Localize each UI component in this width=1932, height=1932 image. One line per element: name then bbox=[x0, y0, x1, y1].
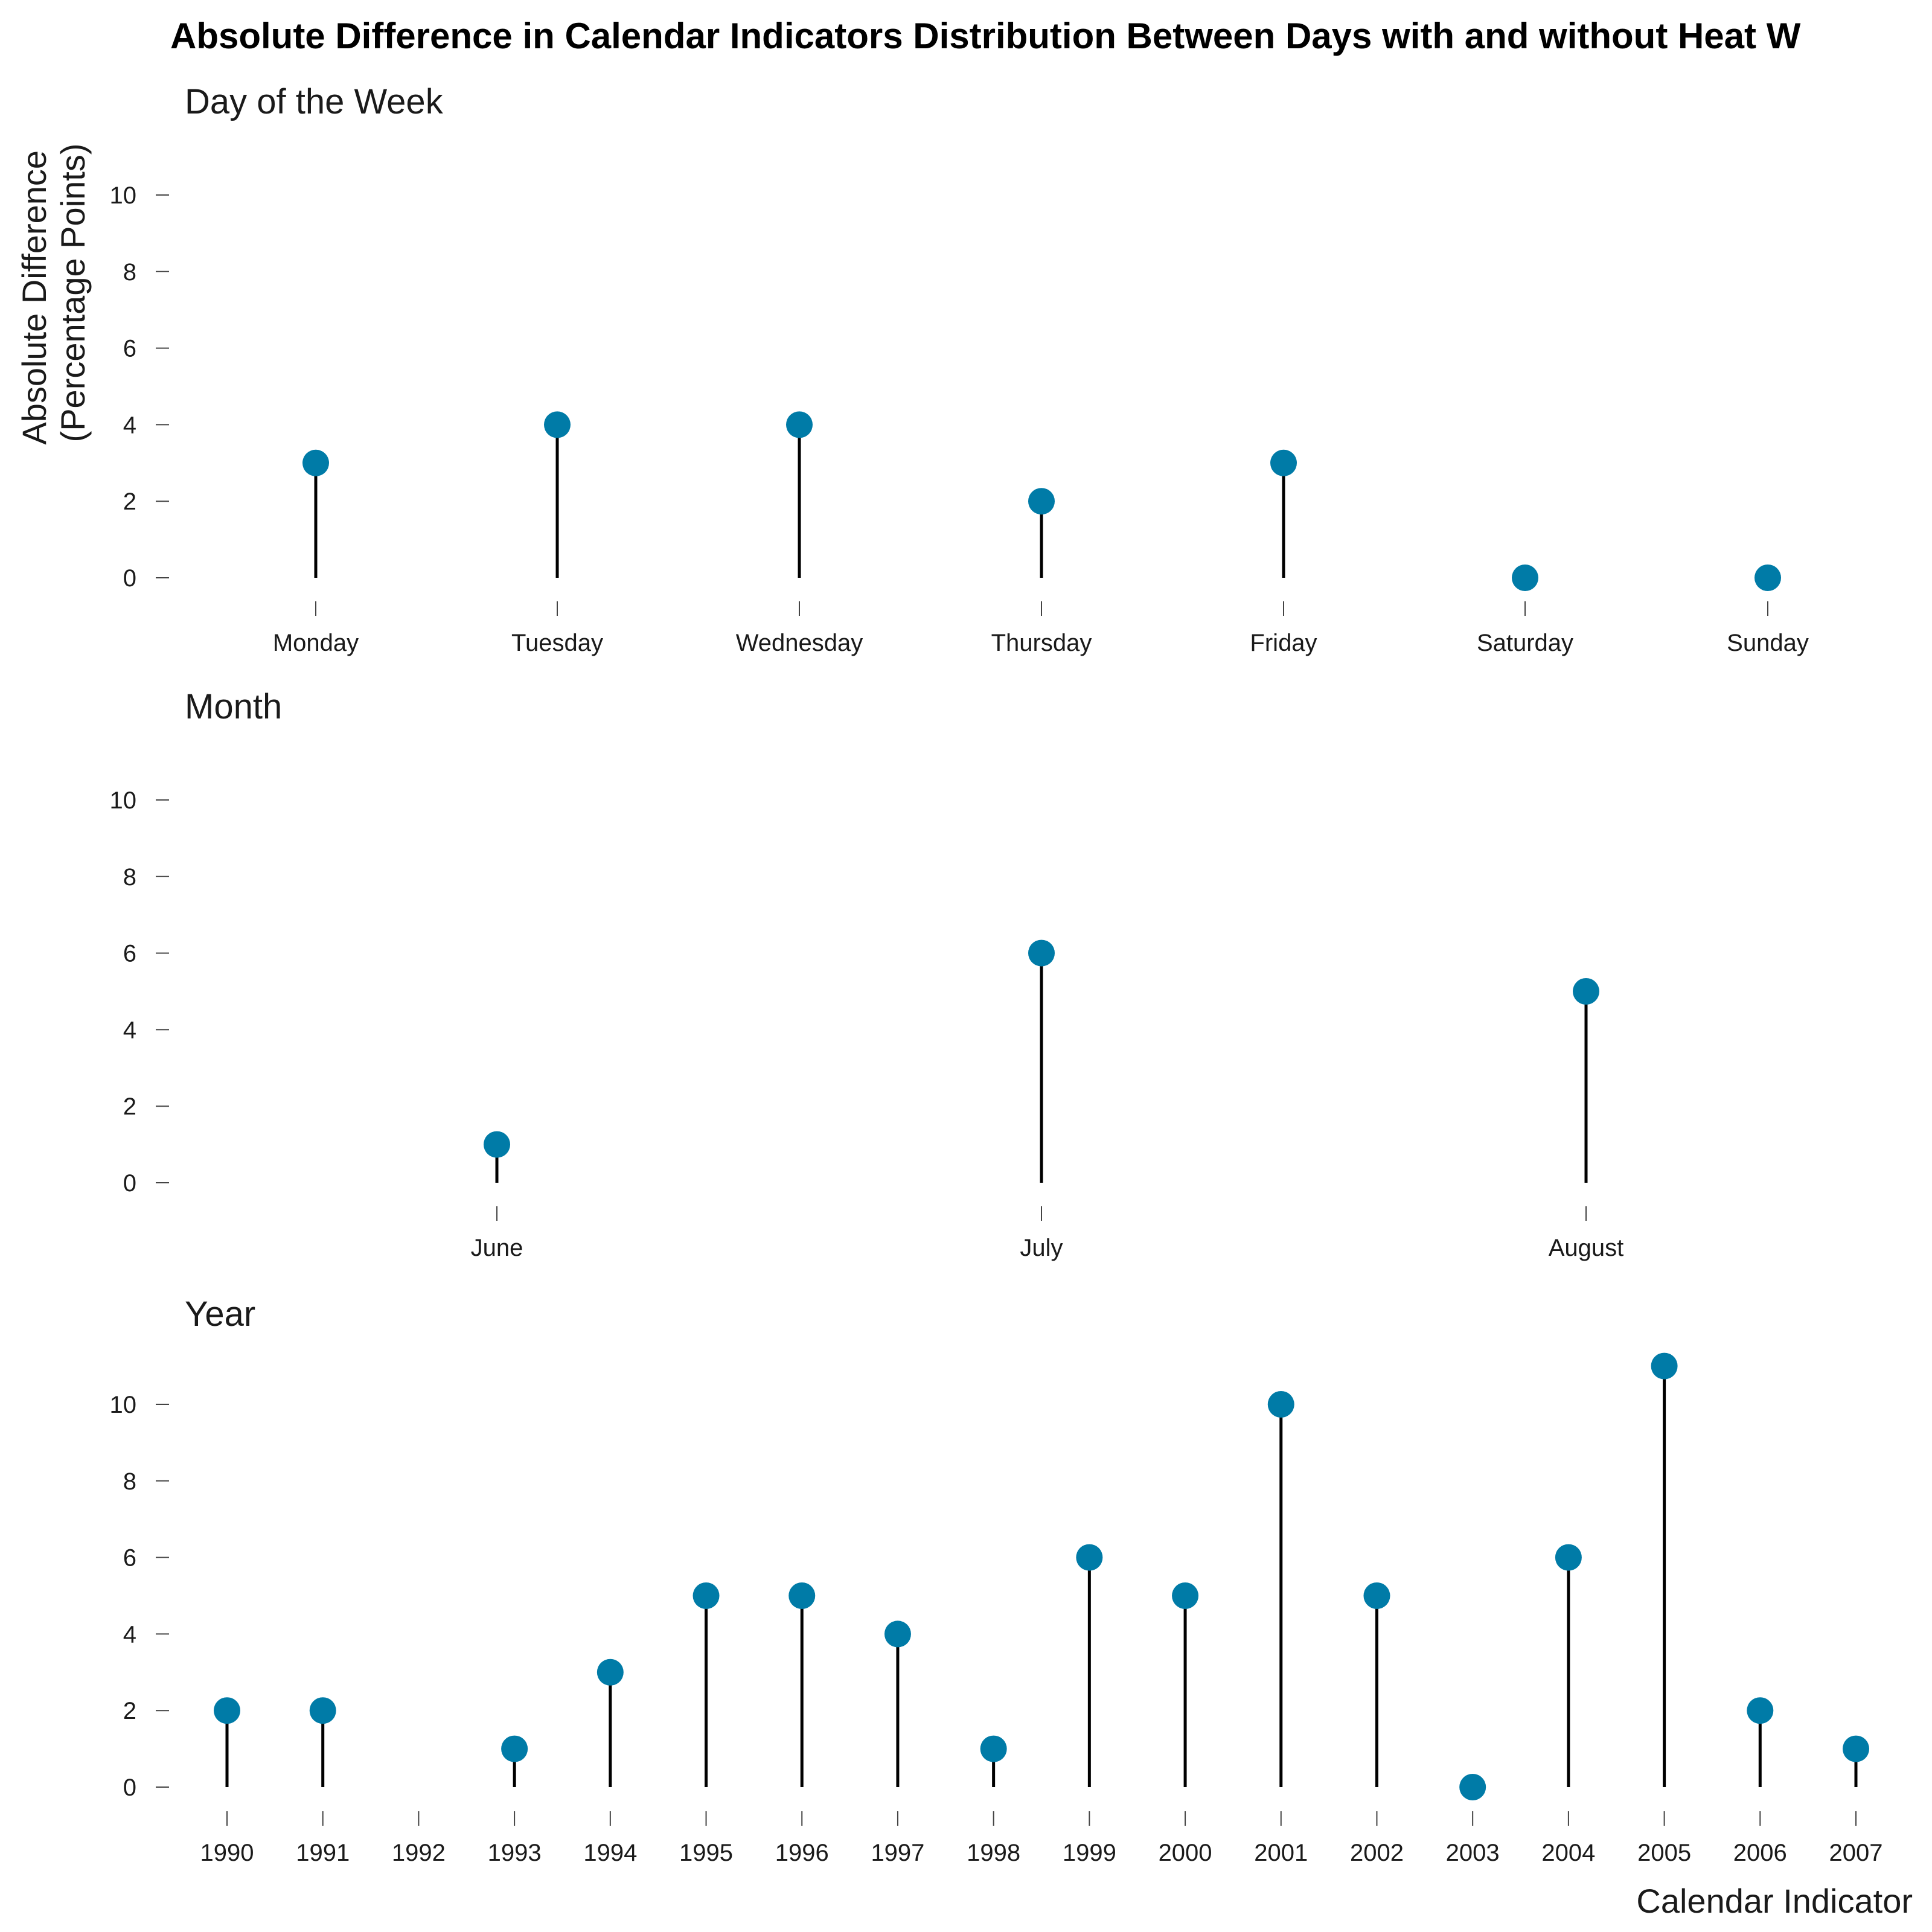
lollipop-marker bbox=[1172, 1582, 1199, 1609]
x-tick-label: 2005 bbox=[1637, 1840, 1691, 1866]
y-tick-label: 2 bbox=[123, 1698, 136, 1724]
lollipop-marker bbox=[1028, 488, 1055, 515]
y-tick-label: 4 bbox=[123, 1017, 136, 1043]
panel-0: Day of the Week 0 2 4 6 8 10 Monday Tuesday Wedne… bbox=[110, 82, 1809, 656]
y-tick-label: 8 bbox=[123, 259, 136, 286]
y-axis-label-line1: Absolute Difference bbox=[15, 150, 53, 445]
x-tick-label: 2001 bbox=[1254, 1840, 1308, 1866]
x-tick-label: 1994 bbox=[583, 1840, 637, 1866]
x-tick-label: Friday bbox=[1250, 630, 1317, 656]
lollipop-marker bbox=[544, 411, 571, 438]
lollipop-marker bbox=[786, 411, 813, 438]
y-tick-label: 8 bbox=[123, 864, 136, 891]
y-tick-label: 6 bbox=[123, 941, 136, 967]
lollipop-marker bbox=[693, 1582, 720, 1609]
y-tick-label: 0 bbox=[123, 565, 136, 592]
y-tick-label: 10 bbox=[110, 182, 137, 209]
x-tick-label: 1995 bbox=[679, 1840, 733, 1866]
x-tick-label: August bbox=[1549, 1235, 1624, 1261]
x-tick-label: Tuesday bbox=[511, 630, 603, 656]
y-axis-label: Absolute Difference (Percentage Points) bbox=[15, 141, 92, 444]
y-tick-label: 10 bbox=[110, 1392, 137, 1418]
lollipop-marker bbox=[501, 1735, 528, 1762]
x-tick-label: 1992 bbox=[392, 1840, 446, 1866]
x-tick-label: 2002 bbox=[1350, 1840, 1404, 1866]
lollipop-marker bbox=[1076, 1544, 1103, 1571]
x-tick-label: Monday bbox=[273, 630, 359, 656]
lollipop-marker bbox=[1651, 1352, 1678, 1380]
x-tick-label: 2004 bbox=[1541, 1840, 1595, 1866]
chart-title: Absolute Difference in Calendar Indicato… bbox=[170, 16, 1801, 56]
x-tick-label: 1993 bbox=[488, 1840, 542, 1866]
lollipop-marker bbox=[1267, 1391, 1294, 1418]
y-tick-label: 4 bbox=[123, 1621, 136, 1648]
x-tick-label: 1997 bbox=[871, 1840, 924, 1866]
panel-2: Year 0 2 4 6 8 10 1990 1991 1992 1993 1994 1995 1996 1… bbox=[110, 1294, 1883, 1866]
panel-title: Day of the Week bbox=[185, 82, 444, 121]
x-tick-label: 2003 bbox=[1446, 1840, 1500, 1866]
x-tick-label: Sunday bbox=[1727, 630, 1809, 656]
x-tick-label: Thursday bbox=[991, 630, 1092, 656]
lollipop-marker bbox=[1573, 978, 1599, 1005]
x-tick-label: June bbox=[471, 1235, 523, 1261]
lollipop-marker bbox=[1747, 1697, 1774, 1724]
y-tick-label: 10 bbox=[110, 787, 137, 814]
y-axis-label-line2: (Percentage Points) bbox=[54, 144, 92, 443]
panels: Day of the Week 0 2 4 6 8 10 Monday Tuesday Wedne… bbox=[110, 82, 1883, 1866]
lollipop-marker bbox=[302, 449, 329, 476]
lollipop-marker bbox=[309, 1697, 336, 1724]
y-tick-label: 6 bbox=[123, 1545, 136, 1572]
y-tick-label: 0 bbox=[123, 1170, 136, 1197]
lollipop-marker bbox=[1512, 565, 1538, 591]
x-tick-label: 1996 bbox=[775, 1840, 829, 1866]
x-tick-label: 2000 bbox=[1159, 1840, 1212, 1866]
lollipop-marker bbox=[1459, 1774, 1486, 1800]
x-tick-label: 1990 bbox=[200, 1840, 254, 1866]
panel-title: Month bbox=[185, 687, 282, 726]
y-tick-label: 6 bbox=[123, 336, 136, 362]
x-tick-label: 1991 bbox=[296, 1840, 350, 1866]
y-tick-label: 4 bbox=[123, 412, 136, 438]
lollipop-marker bbox=[1843, 1735, 1869, 1762]
lollipop-marker bbox=[788, 1582, 816, 1609]
lollipop-marker bbox=[214, 1697, 240, 1724]
x-tick-label: 2007 bbox=[1829, 1840, 1883, 1866]
lollipop-marker bbox=[1555, 1544, 1582, 1571]
x-tick-label: Wednesday bbox=[736, 630, 863, 656]
x-tick-label: 2006 bbox=[1733, 1840, 1787, 1866]
lollipop-marker bbox=[1028, 939, 1055, 967]
lollipop-marker bbox=[1754, 565, 1781, 591]
lollipop-marker bbox=[1270, 449, 1297, 476]
x-tick-label: 1999 bbox=[1063, 1840, 1116, 1866]
lollipop-marker bbox=[1363, 1582, 1390, 1609]
y-tick-label: 2 bbox=[123, 1093, 136, 1120]
y-tick-label: 0 bbox=[123, 1774, 136, 1801]
x-tick-label: Saturday bbox=[1477, 630, 1573, 656]
lollipop-marker bbox=[980, 1735, 1007, 1762]
y-tick-label: 2 bbox=[123, 488, 136, 515]
x-axis-label: Calendar Indicator bbox=[1636, 1882, 1913, 1920]
panel-title: Year bbox=[185, 1294, 255, 1334]
x-tick-label: 1998 bbox=[967, 1840, 1020, 1866]
x-tick-label: July bbox=[1020, 1235, 1063, 1261]
panel-1: Month 0 2 4 6 8 10 June July August bbox=[110, 687, 1624, 1261]
lollipop-marker bbox=[484, 1131, 510, 1158]
lollipop-marker bbox=[884, 1620, 911, 1648]
y-tick-label: 8 bbox=[123, 1468, 136, 1495]
lollipop-marker bbox=[597, 1659, 624, 1686]
